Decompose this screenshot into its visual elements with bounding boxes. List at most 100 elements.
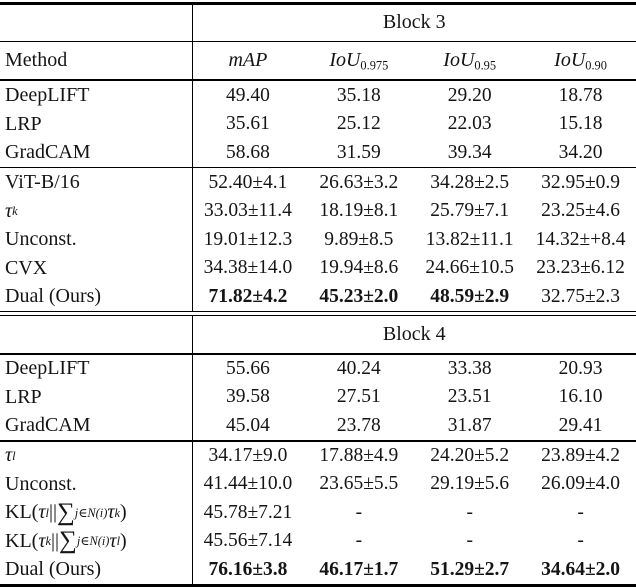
block-title: Block 3 [192,5,636,42]
method-label: Unconst. [0,225,192,254]
value-cell: 26.63±3.2 [303,172,414,194]
value-cell: 29.41 [525,415,636,437]
metric-headers: mAP IoU0.975 IoU0.95 IoU0.90 [192,42,636,79]
value-cell: 51.29±2.7 [414,559,525,581]
metric-header-iou-975: IoU0.975 [303,49,414,72]
value-cell: 20.93 [525,358,636,380]
value-cell: 45.04 [193,415,304,437]
value-cell: 39.58 [193,386,304,408]
value-cell: 49.40 [193,85,304,107]
value-cell: 22.03 [414,113,525,135]
value-cell: 15.18 [525,113,636,135]
value-cell: 24.66±10.5 [414,257,525,279]
block-title-row: Block 4 [0,316,636,353]
method-label: LRP [0,383,192,412]
value-cell: 31.87 [414,415,525,437]
block-3-table: Block 3 Method mAP IoU0.975 IoU0.95 IoU0… [0,5,636,311]
value-cell: 25.12 [303,113,414,135]
value-cell: 31.59 [303,142,414,164]
block-title-row: Block 3 [0,5,636,42]
value-cell: 13.82±11.1 [414,229,525,251]
value-cell: 32.95±0.9 [525,172,636,194]
value-cell: 33.03±11.4 [193,200,304,222]
row-values: 45.78±7.21--- [192,499,636,528]
method-label: DeepLIFT [0,81,192,110]
value-cell: 71.82±4.2 [193,286,304,308]
value-cell: 23.25±4.6 [525,200,636,222]
value-cell: 27.51 [303,386,414,408]
value-cell: 23.65±5.5 [303,473,414,495]
value-cell: 32.75±2.3 [525,286,636,308]
value-cell: 41.44±10.0 [193,473,304,495]
method-label: GradCAM [0,138,192,167]
value-cell: 16.10 [525,386,636,408]
value-cell: 14.32±+8.4 [525,229,636,251]
method-label: GradCAM [0,412,192,441]
value-cell: 52.40±4.1 [193,172,304,194]
empty-label-cell [0,5,192,42]
value-cell: 25.79±7.1 [414,200,525,222]
value-cell: 17.88±4.9 [303,445,414,467]
metric-header-iou-95: IoU0.95 [414,49,525,72]
method-label: LRP [0,110,192,139]
value-cell: 34.28±2.5 [414,172,525,194]
value-cell: 23.51 [414,386,525,408]
value-cell: 23.89±4.2 [525,445,636,467]
value-cell: 24.20±5.2 [414,445,525,467]
value-cell: 29.20 [414,85,525,107]
value-cell: 34.20 [525,142,636,164]
value-cell: - [414,530,525,552]
row-values: 45.56±7.14--- [192,527,636,556]
metric-header-map: mAP [193,49,304,72]
value-cell: 34.17±9.0 [193,445,304,467]
value-cell: - [525,502,636,524]
value-cell: 33.38 [414,358,525,380]
method-label: DeepLIFT [0,355,192,384]
value-cell: 35.18 [303,85,414,107]
metric-header-iou-90: IoU0.90 [525,49,636,72]
value-cell: 29.19±5.6 [414,473,525,495]
method-label: Unconst. [0,470,192,499]
value-cell: - [303,530,414,552]
value-cell: 76.16±3.8 [193,559,304,581]
method-header-label: Method [0,42,192,79]
value-cell: 19.94±8.6 [303,257,414,279]
value-cell: - [303,502,414,524]
value-cell: 39.34 [414,142,525,164]
value-cell: 35.61 [193,113,304,135]
value-cell: 48.59±2.9 [414,286,525,308]
method-label: Dual (Ours) [0,282,192,311]
value-cell: - [414,502,525,524]
method-label: Dual (Ours) [0,556,192,585]
value-cell: 45.56±7.14 [193,530,304,552]
value-cell: 58.68 [193,142,304,164]
